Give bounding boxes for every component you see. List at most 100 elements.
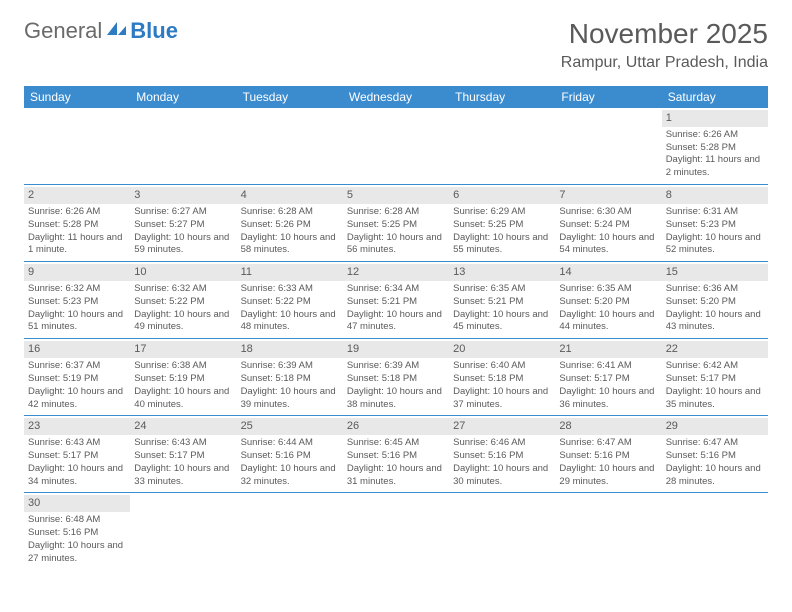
day-sunset: Sunset: 5:25 PM [347, 219, 445, 232]
day-sunset: Sunset: 5:18 PM [453, 373, 551, 386]
day-sunset: Sunset: 5:23 PM [28, 296, 126, 309]
empty-cell [343, 493, 449, 570]
calendar-row: 1 Sunrise: 6:26 AMSunset: 5:28 PMDaylight… [24, 108, 768, 185]
day-sunrise: Sunrise: 6:42 AM [666, 360, 764, 373]
day-number: 20 [449, 341, 555, 358]
day-sunrise: Sunrise: 6:32 AM [28, 283, 126, 296]
day-daylight: Daylight: 10 hours and 45 minutes. [453, 309, 551, 335]
day-number: 1 [662, 110, 768, 127]
day-sunset: Sunset: 5:22 PM [241, 296, 339, 309]
day-daylight: Daylight: 10 hours and 47 minutes. [347, 309, 445, 335]
day-number: 30 [24, 495, 130, 512]
col-friday: Friday [555, 86, 661, 108]
day-daylight: Daylight: 10 hours and 37 minutes. [453, 386, 551, 412]
day-daylight: Daylight: 10 hours and 54 minutes. [559, 232, 657, 258]
day-sunset: Sunset: 5:16 PM [241, 450, 339, 463]
day-cell: 8Sunrise: 6:31 AMSunset: 5:23 PMDaylight… [662, 185, 768, 262]
day-sunset: Sunset: 5:17 PM [666, 373, 764, 386]
day-cell: 21Sunrise: 6:41 AMSunset: 5:17 PMDayligh… [555, 339, 661, 416]
day-sunset: Sunset: 5:17 PM [559, 373, 657, 386]
day-sunrise: Sunrise: 6:39 AM [347, 360, 445, 373]
day-sunrise: Sunrise: 6:28 AM [347, 206, 445, 219]
day-cell: 7Sunrise: 6:30 AMSunset: 5:24 PMDaylight… [555, 185, 661, 262]
empty-cell [449, 493, 555, 570]
day-sunset: Sunset: 5:16 PM [453, 450, 551, 463]
day-daylight: Daylight: 10 hours and 38 minutes. [347, 386, 445, 412]
day-number: 10 [130, 264, 236, 281]
day-sunset: Sunset: 5:28 PM [28, 219, 126, 232]
day-number: 9 [24, 264, 130, 281]
empty-cell [130, 493, 236, 570]
day-daylight: Daylight: 10 hours and 28 minutes. [666, 463, 764, 489]
day-number: 22 [662, 341, 768, 358]
day-daylight: Daylight: 10 hours and 36 minutes. [559, 386, 657, 412]
day-number: 12 [343, 264, 449, 281]
day-number: 16 [24, 341, 130, 358]
day-cell: 17Sunrise: 6:38 AMSunset: 5:19 PMDayligh… [130, 339, 236, 416]
day-sunrise: Sunrise: 6:48 AM [28, 514, 126, 527]
day-number: 23 [24, 418, 130, 435]
day-cell: 19Sunrise: 6:39 AMSunset: 5:18 PMDayligh… [343, 339, 449, 416]
day-number: 18 [237, 341, 343, 358]
day-sunset: Sunset: 5:16 PM [28, 527, 126, 540]
day-daylight: Daylight: 10 hours and 52 minutes. [666, 232, 764, 258]
day-daylight: Daylight: 11 hours and 2 minutes. [666, 154, 764, 180]
day-sunset: Sunset: 5:17 PM [134, 450, 232, 463]
day-cell: 28Sunrise: 6:47 AMSunset: 5:16 PMDayligh… [555, 416, 661, 493]
day-sunrise: Sunrise: 6:28 AM [241, 206, 339, 219]
empty-cell [343, 108, 449, 185]
day-cell: 3Sunrise: 6:27 AMSunset: 5:27 PMDaylight… [130, 185, 236, 262]
day-sunset: Sunset: 5:28 PM [666, 142, 764, 155]
day-daylight: Daylight: 10 hours and 48 minutes. [241, 309, 339, 335]
day-sunrise: Sunrise: 6:44 AM [241, 437, 339, 450]
day-number: 14 [555, 264, 661, 281]
logo-text-blue: Blue [130, 18, 178, 44]
day-daylight: Daylight: 10 hours and 43 minutes. [666, 309, 764, 335]
day-sunset: Sunset: 5:19 PM [28, 373, 126, 386]
day-daylight: Daylight: 10 hours and 55 minutes. [453, 232, 551, 258]
day-daylight: Daylight: 10 hours and 59 minutes. [134, 232, 232, 258]
calendar-table: Sunday Monday Tuesday Wednesday Thursday… [24, 86, 768, 570]
day-sunset: Sunset: 5:21 PM [453, 296, 551, 309]
day-cell: 25Sunrise: 6:44 AMSunset: 5:16 PMDayligh… [237, 416, 343, 493]
day-cell: 24Sunrise: 6:43 AMSunset: 5:17 PMDayligh… [130, 416, 236, 493]
day-number: 24 [130, 418, 236, 435]
day-cell: 23Sunrise: 6:43 AMSunset: 5:17 PMDayligh… [24, 416, 130, 493]
day-sunset: Sunset: 5:18 PM [347, 373, 445, 386]
calendar-row: 30 Sunrise: 6:48 AMSunset: 5:16 PMDayligh… [24, 493, 768, 570]
day-cell: 5Sunrise: 6:28 AMSunset: 5:25 PMDaylight… [343, 185, 449, 262]
day-sunset: Sunset: 5:25 PM [453, 219, 551, 232]
day-cell: 12Sunrise: 6:34 AMSunset: 5:21 PMDayligh… [343, 262, 449, 339]
day-number: 28 [555, 418, 661, 435]
col-wednesday: Wednesday [343, 86, 449, 108]
day-cell: 6Sunrise: 6:29 AMSunset: 5:25 PMDaylight… [449, 185, 555, 262]
day-sunrise: Sunrise: 6:26 AM [666, 129, 764, 142]
day-cell: 30 Sunrise: 6:48 AMSunset: 5:16 PMDayligh… [24, 493, 130, 570]
day-cell: 16Sunrise: 6:37 AMSunset: 5:19 PMDayligh… [24, 339, 130, 416]
day-cell: 9Sunrise: 6:32 AMSunset: 5:23 PMDaylight… [24, 262, 130, 339]
logo-sail-icon [106, 18, 128, 44]
day-sunrise: Sunrise: 6:29 AM [453, 206, 551, 219]
day-number: 13 [449, 264, 555, 281]
day-cell: 29Sunrise: 6:47 AMSunset: 5:16 PMDayligh… [662, 416, 768, 493]
day-cell: 1 Sunrise: 6:26 AMSunset: 5:28 PMDaylight… [662, 108, 768, 185]
col-tuesday: Tuesday [237, 86, 343, 108]
day-number: 4 [237, 187, 343, 204]
day-number: 27 [449, 418, 555, 435]
day-daylight: Daylight: 10 hours and 40 minutes. [134, 386, 232, 412]
day-daylight: Daylight: 10 hours and 35 minutes. [666, 386, 764, 412]
day-daylight: Daylight: 10 hours and 56 minutes. [347, 232, 445, 258]
day-sunrise: Sunrise: 6:45 AM [347, 437, 445, 450]
day-daylight: Daylight: 11 hours and 1 minute. [28, 232, 126, 258]
location: Rampur, Uttar Pradesh, India [561, 54, 768, 72]
empty-cell [449, 108, 555, 185]
col-sunday: Sunday [24, 86, 130, 108]
day-sunset: Sunset: 5:20 PM [559, 296, 657, 309]
day-daylight: Daylight: 10 hours and 31 minutes. [347, 463, 445, 489]
day-daylight: Daylight: 10 hours and 27 minutes. [28, 540, 126, 566]
day-sunset: Sunset: 5:19 PM [134, 373, 232, 386]
day-number: 3 [130, 187, 236, 204]
day-cell: 26Sunrise: 6:45 AMSunset: 5:16 PMDayligh… [343, 416, 449, 493]
day-daylight: Daylight: 10 hours and 42 minutes. [28, 386, 126, 412]
day-daylight: Daylight: 10 hours and 32 minutes. [241, 463, 339, 489]
